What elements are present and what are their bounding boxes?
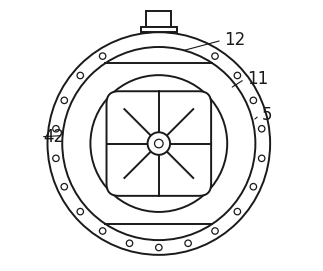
Circle shape xyxy=(148,132,170,155)
Circle shape xyxy=(77,208,83,215)
Circle shape xyxy=(258,125,265,132)
Circle shape xyxy=(212,228,218,234)
Circle shape xyxy=(53,155,59,162)
Circle shape xyxy=(47,32,270,255)
Circle shape xyxy=(90,75,227,212)
Text: 42: 42 xyxy=(44,128,65,146)
Circle shape xyxy=(61,97,68,104)
Bar xyxy=(141,27,177,32)
Circle shape xyxy=(126,240,133,247)
Circle shape xyxy=(61,183,68,190)
Circle shape xyxy=(185,240,191,247)
Circle shape xyxy=(99,228,106,234)
FancyBboxPatch shape xyxy=(107,91,211,196)
Circle shape xyxy=(258,155,265,162)
Bar xyxy=(146,11,171,27)
Circle shape xyxy=(154,139,163,148)
Circle shape xyxy=(156,244,162,251)
Circle shape xyxy=(250,97,256,104)
Text: 11: 11 xyxy=(247,70,269,88)
Circle shape xyxy=(250,183,256,190)
Circle shape xyxy=(234,208,241,215)
Text: 5: 5 xyxy=(262,107,273,124)
Circle shape xyxy=(77,72,83,79)
Circle shape xyxy=(99,53,106,59)
Circle shape xyxy=(212,53,218,59)
Circle shape xyxy=(234,72,241,79)
Circle shape xyxy=(53,125,59,132)
Text: 12: 12 xyxy=(224,31,246,49)
